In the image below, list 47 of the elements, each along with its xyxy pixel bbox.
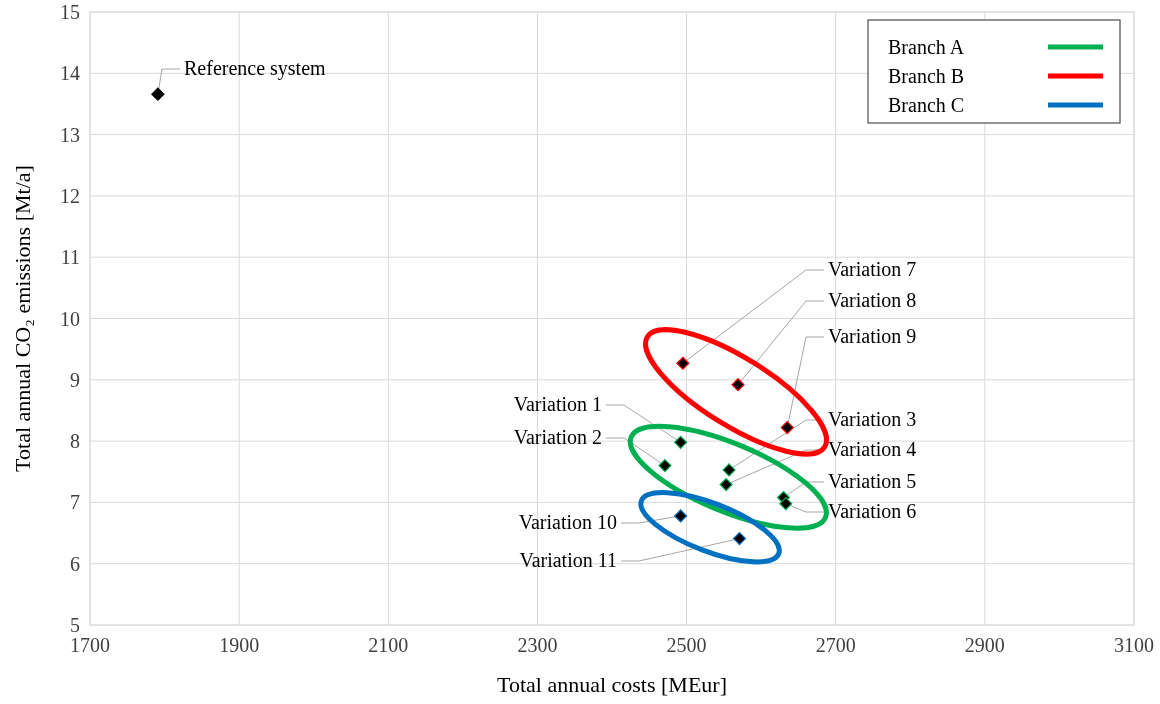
point (658, 459, 672, 473)
x-tick-label: 2900 (964, 634, 1005, 656)
y-tick-label: 8 (70, 430, 80, 453)
y-tick-label: 7 (70, 491, 80, 514)
point (674, 435, 688, 449)
point (151, 87, 165, 101)
annotation: Branch C (888, 94, 965, 116)
y-tick-label: 14 (60, 62, 80, 85)
point (676, 356, 690, 370)
x-tick-label: 1700 (70, 634, 110, 656)
x-tick-label: 1900 (219, 634, 260, 656)
point (780, 421, 794, 435)
x-tick-label: 2300 (517, 634, 558, 656)
annotation: Branch B (888, 65, 965, 87)
annotation: Variation 2 (513, 426, 602, 448)
annotation: Variation 11 (519, 549, 617, 571)
annotation: Variation 5 (828, 470, 917, 492)
annotation: Variation 1 (513, 393, 602, 415)
y-tick-label: 12 (60, 184, 80, 207)
y-tick-label: 5 (70, 614, 80, 636)
annotation: Variation 10 (518, 511, 617, 533)
y-tick-label: 11 (60, 246, 80, 269)
point (722, 463, 736, 477)
x-tick-label: 2500 (666, 634, 707, 656)
x-tick-label: 2100 (368, 634, 409, 656)
y-tick-label: 9 (70, 368, 80, 391)
y-tick-label: 6 (70, 552, 80, 575)
annotation: Variation 6 (828, 500, 917, 522)
y-tick-label: 13 (60, 123, 80, 146)
point (674, 509, 688, 523)
point (719, 478, 733, 492)
annotation: Variation 3 (828, 408, 917, 430)
annotation: Variation 7 (828, 258, 917, 280)
y-tick-label: 10 (60, 307, 80, 330)
annotation: Variation 9 (828, 325, 917, 347)
point (779, 497, 793, 511)
annotation: Variation 4 (828, 438, 917, 460)
x-tick-label: 2700 (815, 634, 856, 656)
x-tick-label: 3100 (1114, 634, 1154, 656)
annotation: Branch A (888, 36, 965, 58)
point (731, 378, 745, 392)
annotation: Reference system (184, 57, 327, 80)
x-axis-title: Total annual costs [MEur] (496, 672, 728, 697)
point (732, 531, 747, 546)
y-tick-label: 15 (60, 1, 80, 23)
annotation: Variation 8 (828, 289, 917, 311)
y-axis-title: Total annual CO₂ emissions [Mt/a] (10, 165, 35, 472)
